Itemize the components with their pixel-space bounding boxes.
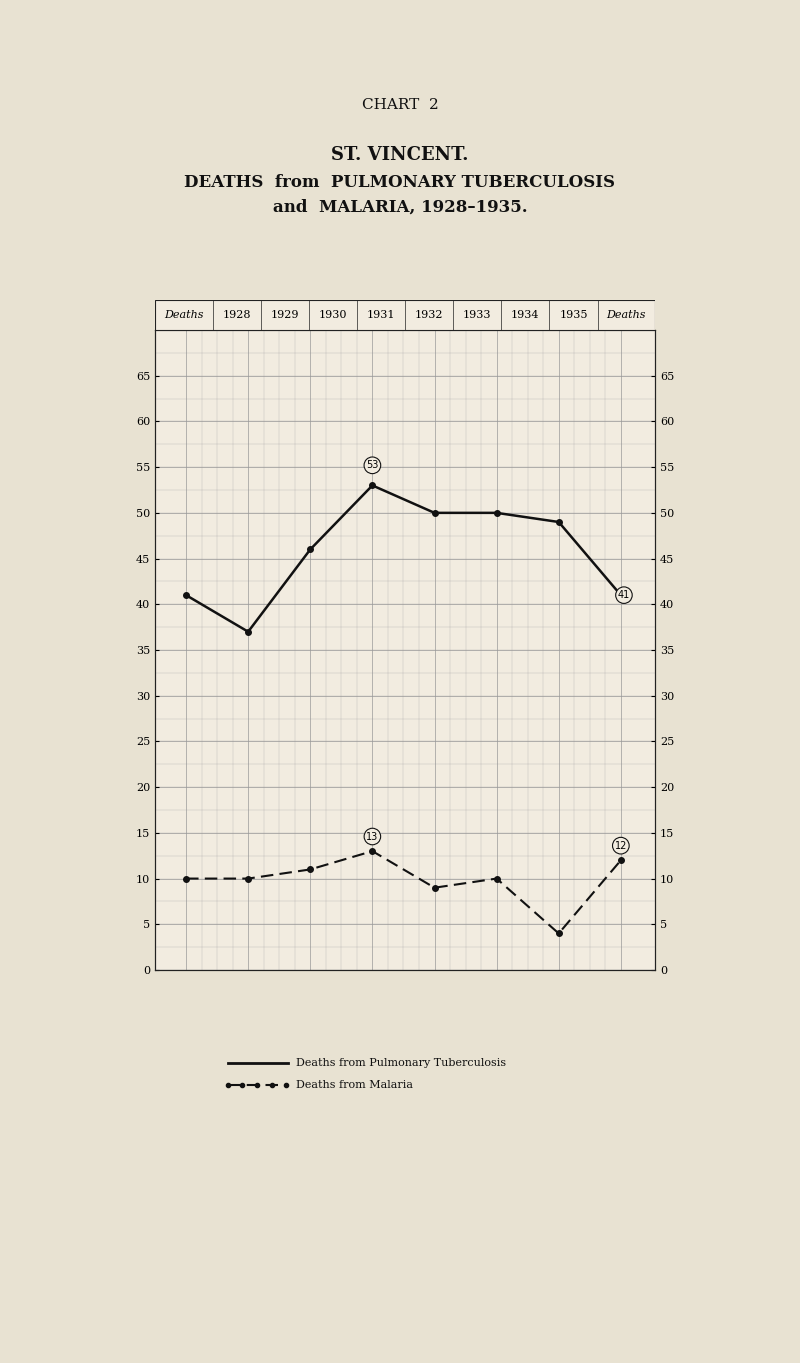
Text: 1935: 1935 bbox=[559, 309, 588, 320]
Text: 1929: 1929 bbox=[270, 309, 299, 320]
Text: 1930: 1930 bbox=[318, 309, 347, 320]
Text: Deaths from Pulmonary Tuberculosis: Deaths from Pulmonary Tuberculosis bbox=[296, 1058, 506, 1069]
Text: and  MALARIA, 1928–1935.: and MALARIA, 1928–1935. bbox=[273, 199, 527, 215]
Text: 53: 53 bbox=[366, 461, 378, 470]
Text: 1931: 1931 bbox=[366, 309, 395, 320]
Text: 1934: 1934 bbox=[511, 309, 539, 320]
Text: DEATHS  from  PULMONARY TUBERCULOSIS: DEATHS from PULMONARY TUBERCULOSIS bbox=[185, 174, 615, 191]
Text: Deaths: Deaths bbox=[606, 309, 646, 320]
Text: Deaths from Malaria: Deaths from Malaria bbox=[296, 1079, 413, 1090]
FancyBboxPatch shape bbox=[155, 300, 655, 330]
Text: Deaths: Deaths bbox=[164, 309, 203, 320]
Text: 13: 13 bbox=[366, 831, 378, 841]
Text: 1928: 1928 bbox=[222, 309, 251, 320]
Text: 1932: 1932 bbox=[415, 309, 443, 320]
Text: 12: 12 bbox=[614, 841, 627, 851]
Text: CHART  2: CHART 2 bbox=[362, 98, 438, 112]
Text: ST. VINCENT.: ST. VINCENT. bbox=[331, 146, 469, 165]
Text: 41: 41 bbox=[618, 590, 630, 600]
Text: 1933: 1933 bbox=[463, 309, 491, 320]
